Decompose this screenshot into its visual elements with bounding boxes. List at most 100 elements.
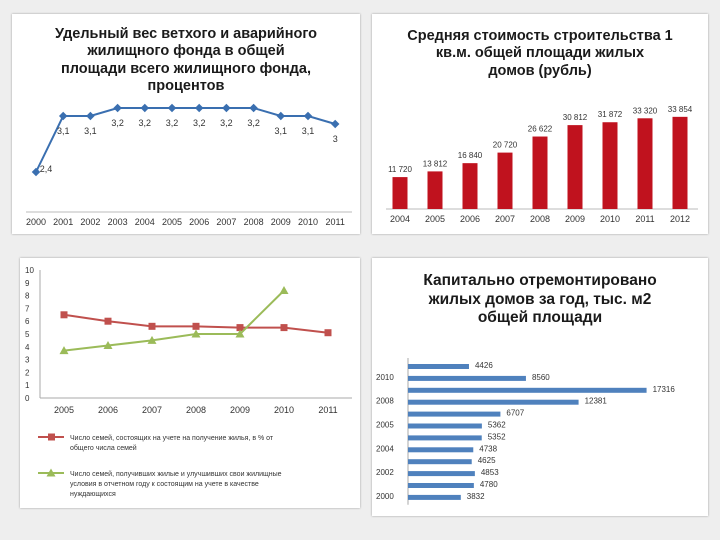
y-tick-label: 2010 — [376, 373, 394, 382]
dilapidated-line-chart: 2,4 2000 3,1 2001 3,1 2002 3,2 2003 3,2 2004 3,2 20… — [26, 103, 352, 227]
bar — [497, 152, 513, 209]
data-point — [279, 285, 289, 294]
legend-label: Число семей, получивших жилые и улучшивш… — [70, 470, 282, 498]
data-point — [104, 317, 112, 325]
bar-value-label: 26 622 — [528, 125, 553, 134]
data-point — [148, 322, 156, 330]
title-line: Капитально отремонтировано — [423, 272, 657, 289]
x-tick-label: 2010 — [298, 217, 318, 227]
x-tick-label: 2009 — [230, 405, 250, 415]
x-tick-label: 2002 — [80, 217, 100, 227]
bar-value-label: 33 854 — [668, 105, 693, 114]
bar — [602, 122, 618, 209]
bar-value-label: 31 872 — [598, 110, 623, 119]
bar-value-label: 17316 — [653, 385, 676, 394]
data-point — [113, 103, 122, 113]
x-tick-label: 2007 — [495, 214, 515, 224]
data-label: 2,4 — [40, 164, 53, 174]
data-point — [249, 103, 258, 113]
y-tick-label: 8 — [25, 292, 30, 301]
legend-label-line: условия в отчетном году к состоящим на у… — [70, 481, 259, 488]
bar — [637, 118, 653, 209]
x-tick-label: 2011 — [326, 217, 345, 227]
y-tick-label: 6 — [25, 317, 30, 326]
bar — [408, 411, 501, 417]
x-tick-label: 2007 — [142, 405, 162, 415]
bar — [408, 387, 647, 393]
y-tick-label: 10 — [25, 266, 34, 275]
y-tick-label: 2008 — [376, 397, 394, 406]
bar — [427, 171, 443, 209]
panel-families-queue: 10 9 8 7 6 5 4 3 2 1 0 2005 2006 2007 2008 2009 2010 2011… — [20, 258, 360, 508]
title-line: Удельный вес ветхого и аварийного — [54, 26, 318, 42]
data-point — [235, 329, 245, 338]
x-tick-label: 2012 — [670, 214, 690, 224]
series-line — [63, 289, 285, 352]
x-tick-label: 2009 — [271, 217, 291, 227]
data-label: 3,1 — [84, 126, 97, 136]
bar — [408, 459, 472, 465]
title-line: жилищного фонда в общей — [87, 43, 285, 60]
bar — [392, 177, 408, 209]
x-tick-label: 2005 — [162, 217, 182, 227]
data-label: 3,1 — [302, 126, 315, 136]
data-point — [31, 167, 41, 177]
bar-value-label: 4780 — [480, 480, 498, 489]
data-point — [303, 111, 313, 121]
bar-value-label: 30 812 — [563, 113, 588, 122]
data-point — [324, 329, 332, 337]
y-tick-label: 0 — [25, 394, 30, 403]
data-label: 3,2 — [247, 118, 260, 128]
data-point — [280, 324, 288, 332]
bar-value-label: 33 320 — [633, 106, 658, 115]
data-point — [86, 111, 95, 121]
y-tick-label: 2002 — [376, 468, 394, 477]
bar — [408, 494, 461, 500]
bar-value-label: 12381 — [585, 397, 608, 406]
legend-label-line: Число семей, состоящих на учете на получ… — [70, 434, 274, 442]
x-tick-label: 2006 — [460, 214, 480, 224]
data-point — [194, 103, 204, 113]
bar — [532, 136, 548, 209]
x-tick-label: 2008 — [530, 214, 550, 224]
chart-title-cost: Средняя стоимость строительства 1 кв.м. … — [372, 28, 708, 80]
x-tick-label: 2004 — [135, 217, 155, 227]
y-tick-label: 9 — [25, 279, 30, 288]
data-label: 3 — [333, 134, 338, 144]
x-tick-label: 2005 — [54, 405, 74, 415]
bar — [462, 163, 478, 209]
x-tick-label: 2004 — [390, 214, 410, 224]
data-point — [103, 341, 113, 350]
legend-marker — [48, 433, 55, 441]
bar — [408, 435, 482, 441]
x-tick-label: 2000 — [26, 217, 46, 227]
title-line: жилых домов за год, тыс. м2 — [428, 290, 652, 308]
title-line: общей площади — [477, 309, 603, 327]
x-tick-label: 2005 — [425, 214, 445, 224]
bar — [408, 375, 526, 381]
bar — [408, 423, 482, 429]
data-point — [191, 329, 201, 338]
x-tick-label: 2010 — [274, 405, 294, 415]
x-tick-label: 2008 — [244, 217, 264, 227]
bar — [408, 483, 474, 488]
panel-repaired-houses: Капитально отремонтировано жилых домов з… — [372, 258, 708, 516]
y-tick-label: 5 — [25, 330, 30, 339]
legend-label-line: общего числа семей — [70, 444, 137, 452]
panel-dilapidated-share: Удельный вес ветхого и аварийного жилищн… — [12, 14, 360, 234]
y-tick-label: 4 — [25, 343, 30, 352]
bar-value-label: 5352 — [488, 432, 506, 441]
data-label: 3,2 — [166, 118, 179, 128]
y-tick-label: 2 — [25, 368, 30, 377]
y-tick-label: 3 — [25, 356, 30, 365]
panel-construction-cost: Средняя стоимость строительства 1 кв.м. … — [372, 14, 708, 234]
title-line: площади всего жилищного фонда, — [61, 60, 311, 77]
bar-value-label: 13 812 — [423, 159, 448, 168]
cost-bar-chart: 11 720 2004 13 812 2005 16 840 2006 20 720 2007… — [386, 105, 698, 224]
data-label: 3,1 — [57, 126, 70, 136]
y-tick-label: 2005 — [376, 421, 394, 430]
bar-value-label: 4426 — [475, 361, 493, 370]
data-point — [276, 111, 286, 121]
